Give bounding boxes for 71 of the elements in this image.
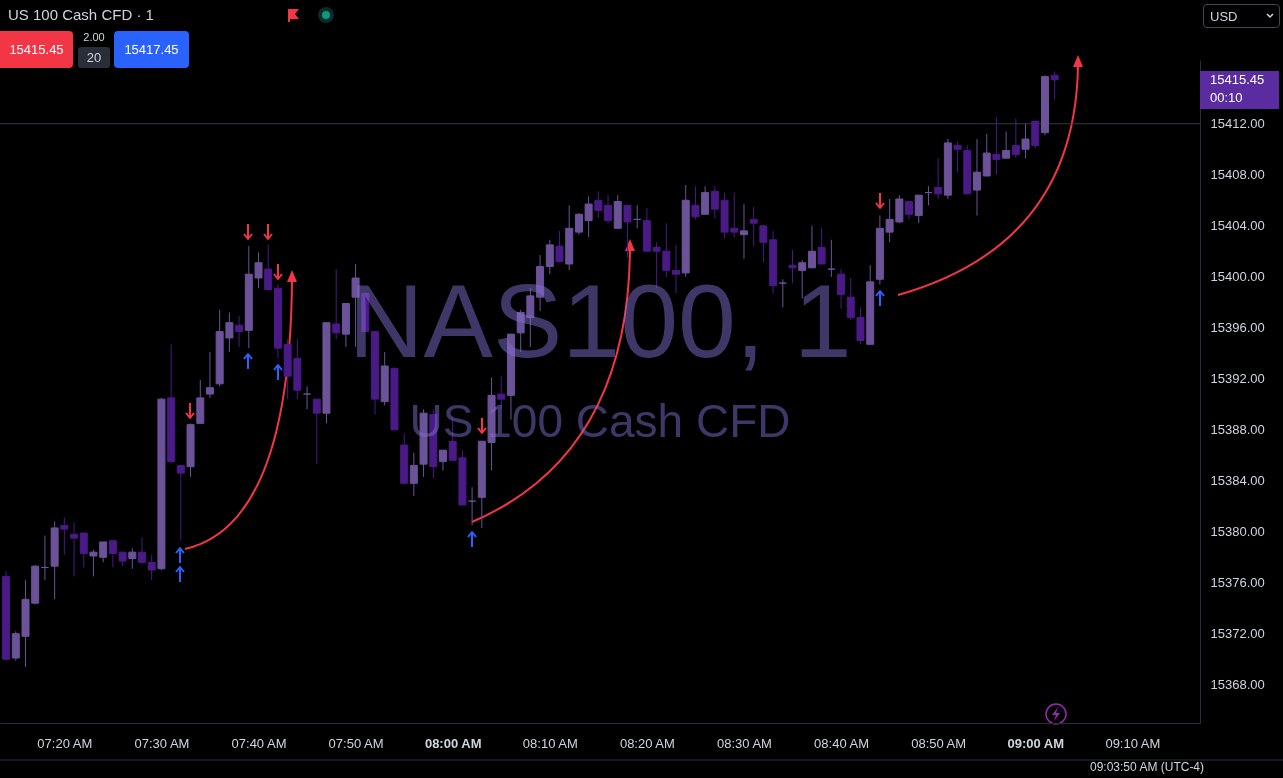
candlestick <box>138 536 147 565</box>
candlestick <box>147 554 156 581</box>
y-tick-label: 15392.00 <box>1210 371 1265 387</box>
candlestick <box>1050 70 1059 101</box>
x-tick-label: 08:20 AM <box>619 735 675 751</box>
candlestick <box>1021 123 1030 159</box>
y-tick-label: 15380.00 <box>1210 524 1265 540</box>
candlestick <box>701 185 710 215</box>
candlestick <box>264 244 273 292</box>
candlestick <box>778 278 787 308</box>
candlestick <box>982 133 991 177</box>
candlestick <box>555 230 564 264</box>
candlestick <box>128 547 137 570</box>
text: 15415.45 <box>0 31 73 68</box>
candlestick <box>973 138 981 217</box>
y-tick-label: 15368.00 <box>1210 677 1265 693</box>
x-tick-label: 09:00 AM <box>1007 735 1065 751</box>
y-tick-label: 15404.00 <box>1210 218 1265 234</box>
x-tick-label: 08:40 AM <box>814 735 870 751</box>
candlestick <box>739 203 748 260</box>
candlestick <box>312 398 321 465</box>
candlestick <box>788 249 797 284</box>
candlestick <box>332 268 341 340</box>
candlestick <box>176 464 185 542</box>
text: 00:10 <box>1210 88 1243 107</box>
candlestick <box>914 194 923 224</box>
candlestick <box>235 315 244 348</box>
x-tick-label: 07:50 AM <box>328 735 384 751</box>
candlestick <box>205 351 214 399</box>
annotation: 20 <box>78 47 110 68</box>
candlestick <box>409 452 418 497</box>
text: USD <box>1203 4 1280 28</box>
candlestick <box>807 225 816 269</box>
text: 2.00 <box>82 31 106 43</box>
candlestick <box>934 157 943 200</box>
candlestick <box>60 517 69 556</box>
text: 15417.45 <box>114 31 189 68</box>
x-tick-label: 07:20 AM <box>37 735 93 751</box>
text: 15415.45 <box>1210 71 1265 87</box>
candlestick <box>691 185 700 220</box>
x-tick-label: 08:00 AM <box>424 735 482 751</box>
text: 09:03:50 AM (UTC-4) <box>1090 760 1205 774</box>
y-tick-label: 15372.00 <box>1210 626 1265 642</box>
x-tick-label: 08:30 AM <box>717 735 772 751</box>
candlestick <box>817 227 826 265</box>
candlestick <box>70 522 79 577</box>
x-tick-label: 09:10 AM <box>1105 735 1161 751</box>
x-tick-label: 08:50 AM <box>911 735 967 751</box>
y-tick-label: 15396.00 <box>1210 320 1265 336</box>
x-tick-label: 07:40 AM <box>231 735 287 751</box>
candlestick <box>438 449 447 472</box>
candlestick <box>79 532 88 568</box>
x-tick-label: 08:10 AM <box>522 735 578 751</box>
candlestick <box>303 385 312 410</box>
x-tick-label: 07:30 AM <box>134 735 190 751</box>
candlestick <box>623 204 632 259</box>
y-tick-label: 15408.00 <box>1210 167 1265 183</box>
candlestick <box>992 116 1001 176</box>
candlestick <box>749 206 758 247</box>
candlestick <box>604 194 613 224</box>
y-tick-label: 15384.00 <box>1210 473 1265 489</box>
candlestick <box>1011 118 1020 159</box>
y-tick-label: 15400.00 <box>1210 269 1265 285</box>
candlestick <box>594 190 603 219</box>
chart-title: US 100 Cash CFD · 1 <box>8 6 154 23</box>
candlestick <box>1002 130 1011 159</box>
y-tick-label: 15388.00 <box>1210 422 1265 438</box>
y-tick-label: 15412.00 <box>1210 116 1265 132</box>
candlestick <box>827 239 836 278</box>
candlestick <box>953 141 962 173</box>
y-tick-label: 15376.00 <box>1210 575 1265 591</box>
